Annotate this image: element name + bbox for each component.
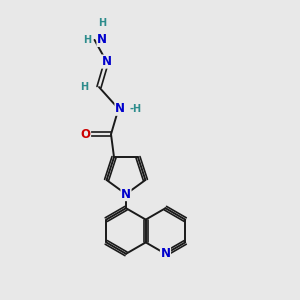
- Text: O: O: [80, 128, 91, 141]
- Text: N: N: [160, 247, 170, 260]
- Text: N: N: [115, 102, 125, 115]
- Text: H: H: [80, 82, 89, 92]
- Text: N: N: [121, 188, 131, 201]
- Text: H: H: [98, 18, 106, 28]
- Text: N: N: [97, 33, 107, 46]
- Text: H: H: [83, 35, 91, 45]
- Text: N: N: [101, 55, 112, 68]
- Text: -H: -H: [130, 104, 142, 114]
